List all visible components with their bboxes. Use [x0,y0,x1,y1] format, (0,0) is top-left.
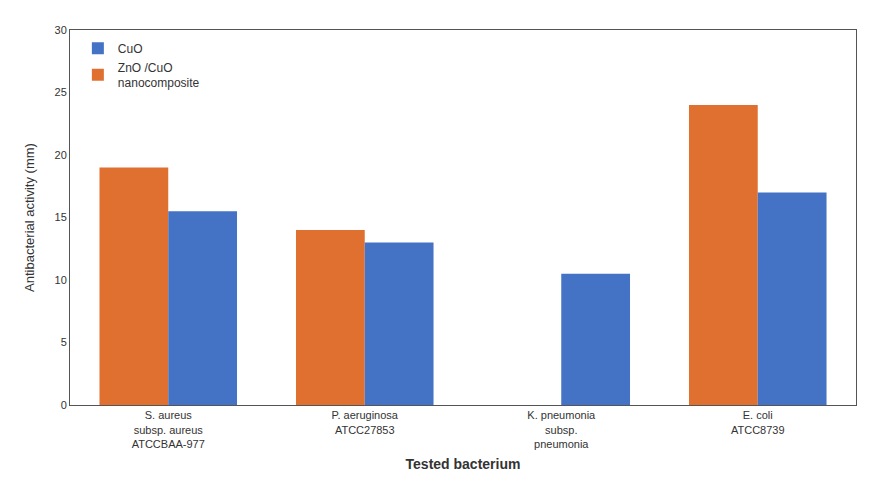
svg-text:CuO: CuO [118,42,143,56]
svg-text:Antibacterial activity (mm): Antibacterial activity (mm) [22,143,37,292]
svg-text:10: 10 [55,274,67,286]
svg-text:K. pneumoniasubsp.pneumonia: K. pneumoniasubsp.pneumonia [527,409,596,450]
svg-text:30: 30 [55,24,67,36]
svg-text:25: 25 [55,86,67,98]
svg-text:S. aureussubsp. aureusATCCBAA-: S. aureussubsp. aureusATCCBAA-977 [132,409,205,450]
svg-text:5: 5 [61,336,67,348]
svg-text:0: 0 [61,399,67,411]
svg-text:E. coliATCC8739: E. coliATCC8739 [731,409,785,435]
svg-text:P. aeruginosaATCC27853: P. aeruginosaATCC27853 [332,409,399,435]
svg-text:Tested bacterium: Tested bacterium [406,456,521,472]
svg-text:ZnO /CuOnanocomposite: ZnO /CuOnanocomposite [118,61,200,91]
svg-text:15: 15 [55,211,67,223]
svg-text:20: 20 [55,149,67,161]
